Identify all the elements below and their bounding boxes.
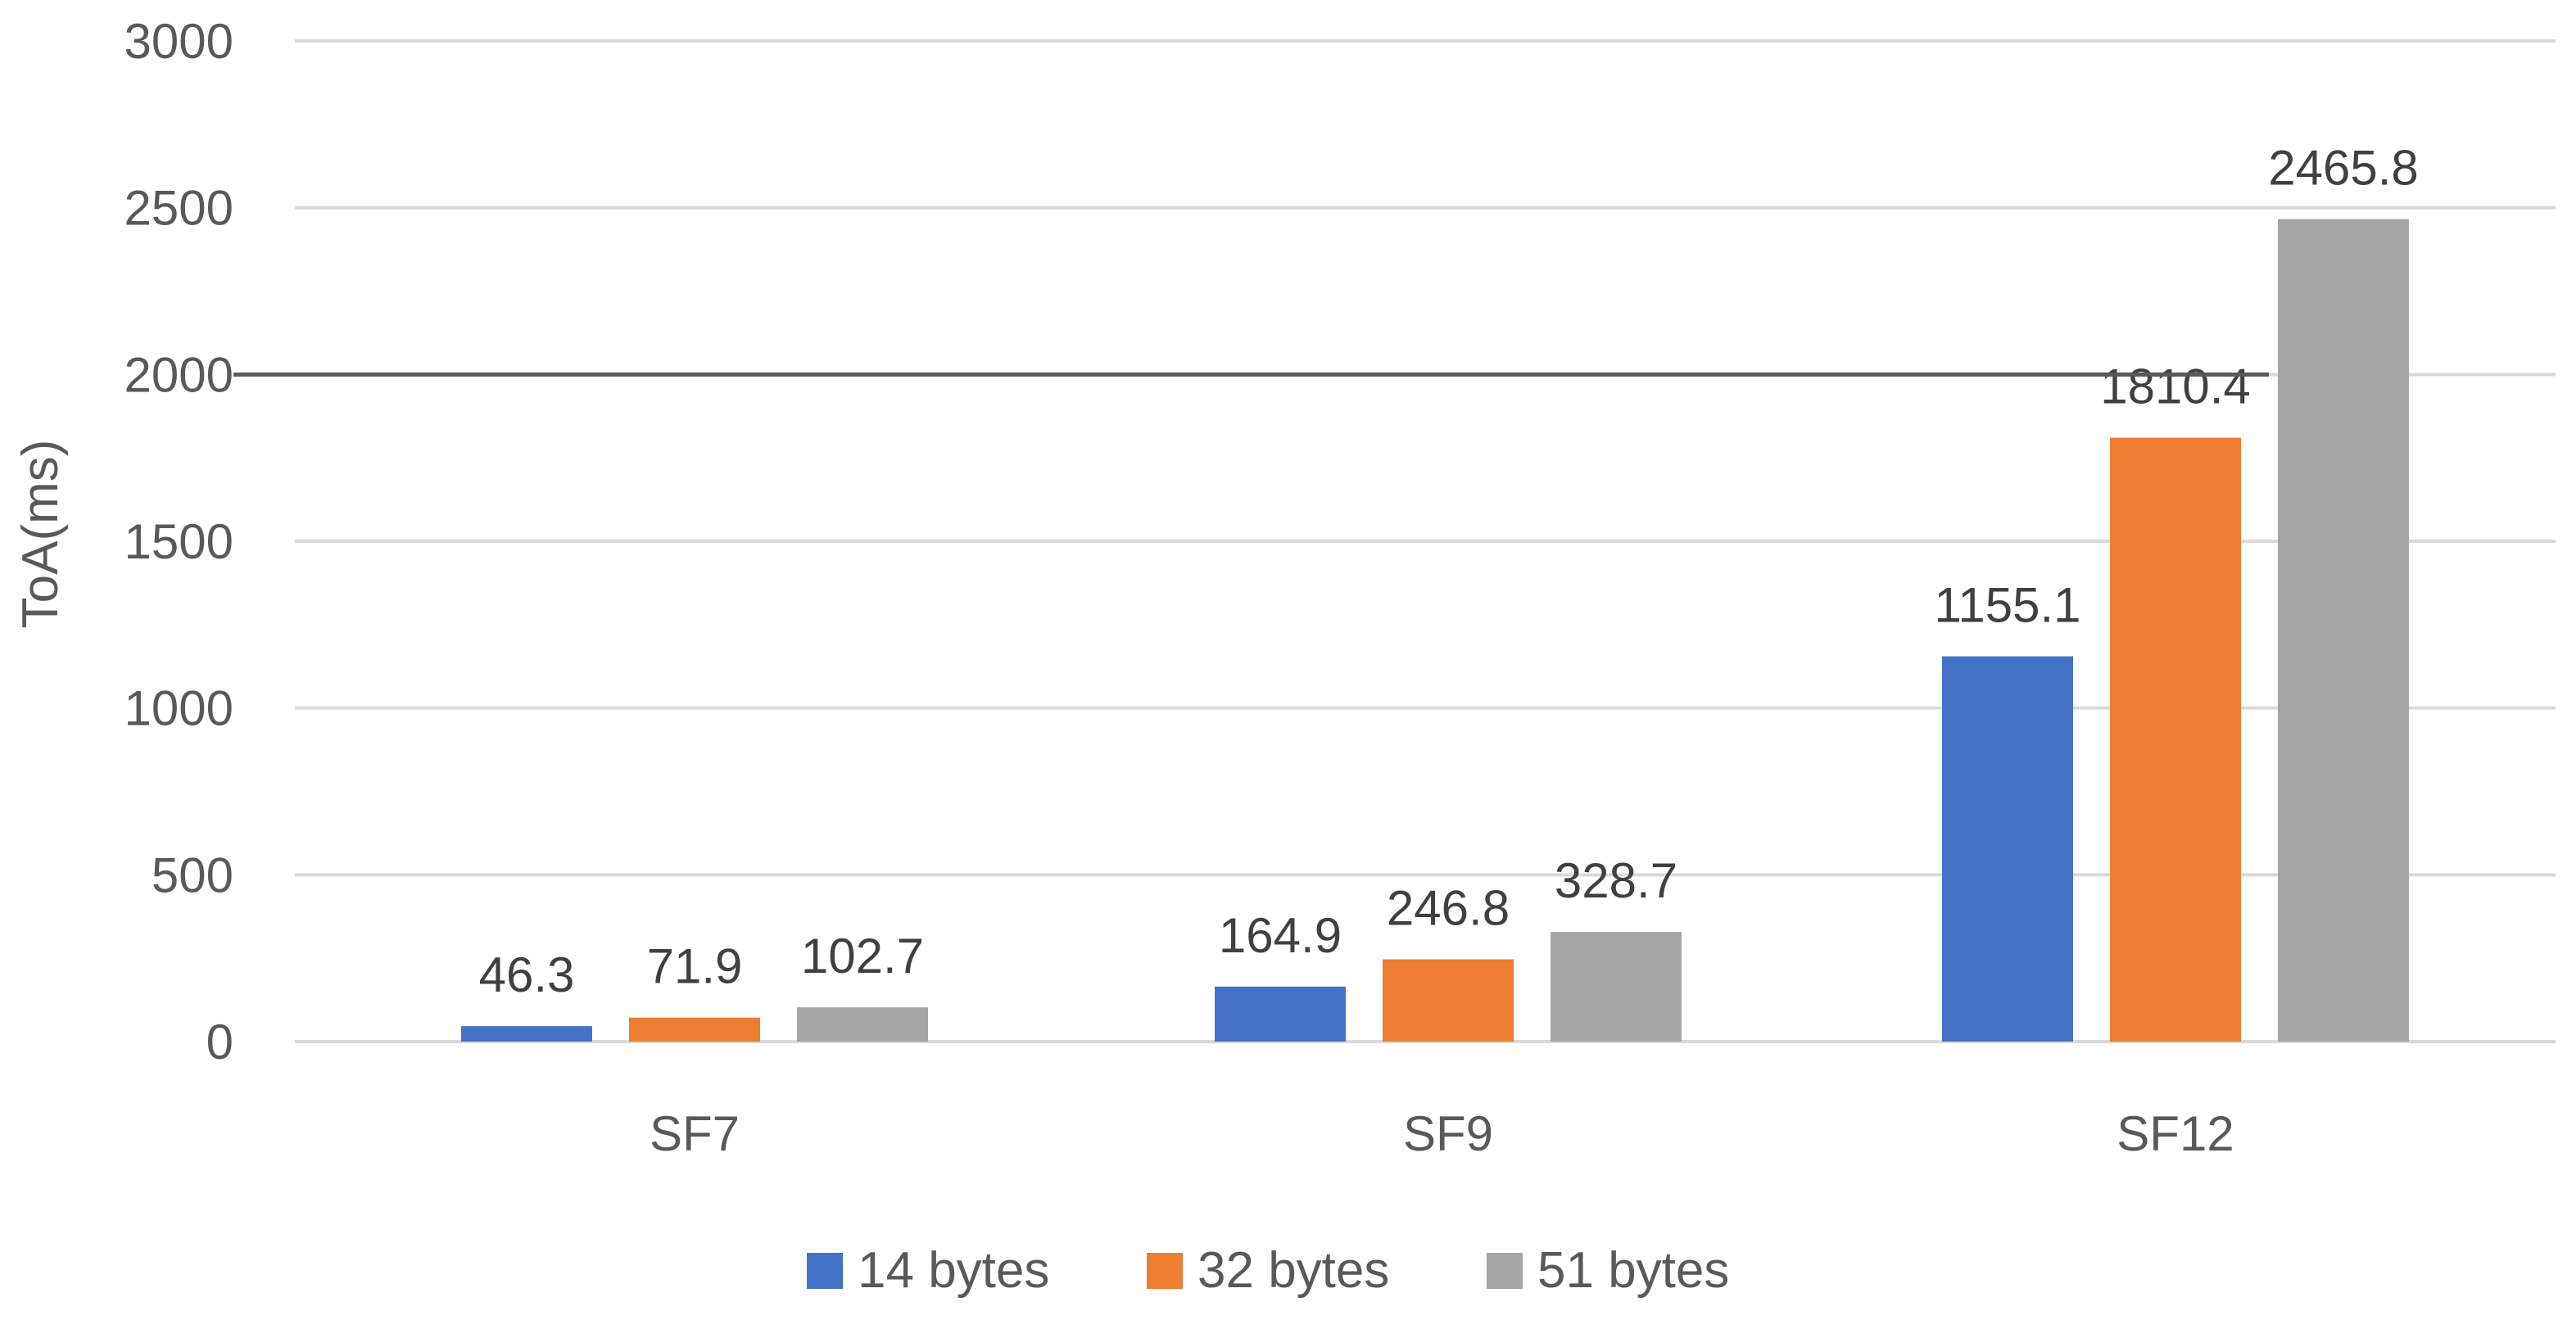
- legend-label: 32 bytes: [1197, 1242, 1389, 1299]
- legend-swatch: [807, 1253, 843, 1289]
- bar: [2278, 219, 2409, 1042]
- data-label: 102.7: [801, 929, 924, 983]
- x-tick-label: SF12: [2116, 1106, 2234, 1161]
- data-label: 164.9: [1219, 908, 1342, 963]
- legend-label: 14 bytes: [858, 1242, 1049, 1299]
- y-tick-label: 2000: [124, 347, 233, 402]
- data-label: 1155.1: [1934, 577, 2080, 632]
- y-tick-label: 1000: [124, 681, 233, 736]
- data-label: 71.9: [647, 939, 743, 994]
- bar: [1942, 656, 2073, 1042]
- y-tick-label: 500: [152, 848, 233, 902]
- data-label: 2465.8: [2268, 141, 2419, 196]
- x-axis-category-labels: SF7 SF9 SF12: [650, 1106, 2234, 1161]
- y-tick-label: 1500: [124, 514, 233, 569]
- x-tick-label: SF7: [650, 1106, 740, 1161]
- data-label: 328.7: [1555, 853, 1677, 908]
- legend-label: 51 bytes: [1537, 1242, 1729, 1299]
- legend-swatch: [1487, 1253, 1523, 1289]
- data-label: 246.8: [1387, 880, 1510, 935]
- y-tick-label: 3000: [124, 14, 233, 69]
- data-label: 1810.4: [2100, 359, 2251, 414]
- y-tick-label: 0: [206, 1015, 233, 1069]
- y-axis-tick-labels: 0 500 1000 1500 2000 2500 3000: [124, 14, 233, 1069]
- legend-swatch: [1147, 1253, 1183, 1289]
- data-label: 46.3: [479, 947, 575, 1002]
- bar: [1383, 959, 1514, 1042]
- bar: [1215, 986, 1346, 1042]
- y-tick-label: 2500: [124, 181, 233, 236]
- bar: [629, 1017, 760, 1042]
- y-axis-label: ToA(ms): [12, 440, 69, 629]
- bar: [1551, 932, 1682, 1042]
- bar: [461, 1026, 592, 1042]
- bars: [461, 219, 2409, 1042]
- legend: 14 bytes 32 bytes 51 bytes: [807, 1242, 1729, 1299]
- bar: [797, 1007, 928, 1042]
- data-labels: 46.3 164.9 1155.1 71.9 246.8 1810.4 102.7 328.7…: [479, 141, 2419, 1003]
- bar: [2110, 437, 2241, 1042]
- x-tick-label: SF9: [1403, 1106, 1493, 1161]
